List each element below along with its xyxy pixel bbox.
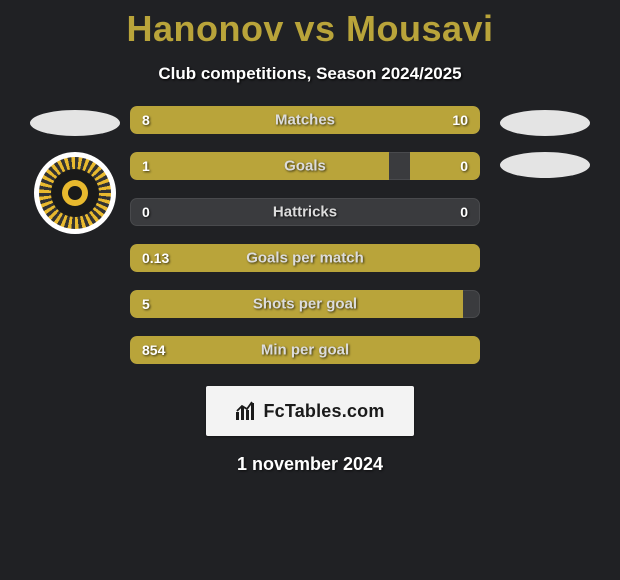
stat-bar-spg: 5 Shots per goal bbox=[130, 290, 480, 318]
date-label: 1 november 2024 bbox=[237, 454, 383, 475]
stat-label: Hattricks bbox=[273, 204, 337, 221]
stat-bar-goals: 1 Goals 0 bbox=[130, 152, 480, 180]
stat-label: Shots per goal bbox=[253, 296, 357, 313]
stat-left-value: 0 bbox=[142, 204, 150, 220]
club-logo-placeholder-right bbox=[500, 152, 590, 178]
stat-left-value: 854 bbox=[142, 342, 165, 358]
stat-right-value: 0 bbox=[460, 204, 468, 220]
stat-bar-matches: 8 Matches 10 bbox=[130, 106, 480, 134]
main-row: 8 Matches 10 1 Goals 0 0 Hattricks 0 bbox=[0, 106, 620, 364]
stats-column: 8 Matches 10 1 Goals 0 0 Hattricks 0 bbox=[130, 106, 490, 364]
player-photo-placeholder-right bbox=[500, 110, 590, 136]
stat-label: Min per goal bbox=[261, 342, 349, 359]
stat-bar-hattricks: 0 Hattricks 0 bbox=[130, 198, 480, 226]
left-club-logo bbox=[34, 152, 116, 234]
stat-left-value: 8 bbox=[142, 112, 150, 128]
stat-left-value: 0.13 bbox=[142, 250, 169, 266]
brand-badge: FcTables.com bbox=[206, 386, 414, 436]
right-side bbox=[490, 106, 600, 178]
player-photo-placeholder-left bbox=[30, 110, 120, 136]
left-side bbox=[20, 106, 130, 234]
stat-label: Matches bbox=[275, 112, 335, 129]
page-title: Hanonov vs Mousavi bbox=[126, 8, 493, 50]
subtitle: Club competitions, Season 2024/2025 bbox=[158, 64, 461, 84]
stat-right-value: 10 bbox=[452, 112, 468, 128]
bar-chart-icon bbox=[235, 400, 257, 422]
infographic: Hanonov vs Mousavi Club competitions, Se… bbox=[0, 0, 620, 580]
stat-right-value: 0 bbox=[460, 158, 468, 174]
stat-bar-gpm: 0.13 Goals per match bbox=[130, 244, 480, 272]
stat-left-value: 5 bbox=[142, 296, 150, 312]
stat-label: Goals bbox=[284, 158, 326, 175]
brand-text: FcTables.com bbox=[263, 401, 384, 422]
stat-bar-mpg: 854 Min per goal bbox=[130, 336, 480, 364]
stat-left-value: 1 bbox=[142, 158, 150, 174]
stat-label: Goals per match bbox=[246, 250, 364, 267]
